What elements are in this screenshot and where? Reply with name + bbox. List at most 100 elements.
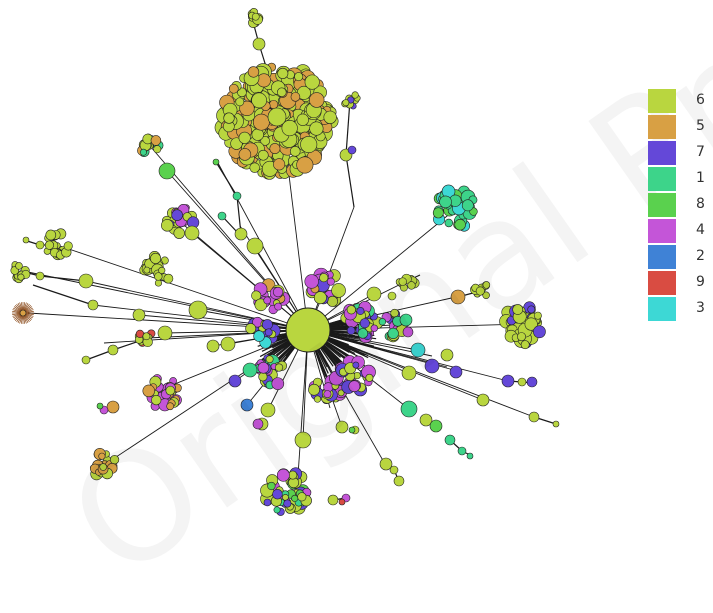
legend-swatch bbox=[648, 141, 676, 165]
legend-item: 5 bbox=[648, 114, 708, 140]
node-6 bbox=[252, 13, 259, 20]
node-6 bbox=[82, 356, 90, 364]
node-8 bbox=[97, 403, 103, 409]
node-6 bbox=[295, 432, 311, 448]
node-6 bbox=[261, 403, 275, 417]
node-6 bbox=[64, 242, 72, 250]
node-6 bbox=[391, 309, 399, 317]
node-5 bbox=[20, 310, 26, 316]
node-4 bbox=[371, 325, 378, 332]
node-6 bbox=[45, 241, 54, 250]
node-1 bbox=[445, 219, 453, 227]
node-7 bbox=[347, 327, 355, 335]
node-6 bbox=[100, 464, 107, 471]
node-6 bbox=[477, 394, 489, 406]
node-6 bbox=[154, 145, 161, 152]
node-4 bbox=[272, 378, 284, 390]
edge bbox=[308, 207, 458, 330]
legend-item: 7 bbox=[648, 140, 708, 166]
node-6 bbox=[23, 237, 29, 243]
node-6 bbox=[246, 323, 256, 333]
node-1 bbox=[274, 507, 280, 513]
node-5 bbox=[99, 453, 105, 459]
node-6 bbox=[239, 132, 250, 143]
node-6 bbox=[236, 98, 244, 106]
node-6 bbox=[164, 274, 173, 283]
node-7 bbox=[265, 329, 272, 336]
node-6 bbox=[553, 421, 559, 427]
legend-item: 3 bbox=[648, 296, 708, 322]
legend-swatch bbox=[648, 89, 676, 113]
node-7 bbox=[172, 210, 183, 221]
legend-swatch bbox=[648, 167, 676, 191]
legend-swatch bbox=[648, 245, 676, 269]
node-6 bbox=[290, 146, 300, 156]
node-6 bbox=[110, 455, 119, 464]
node-6 bbox=[289, 471, 297, 479]
node-1 bbox=[140, 149, 146, 155]
node-6 bbox=[189, 301, 207, 319]
node-4 bbox=[349, 381, 360, 392]
node-6 bbox=[388, 292, 396, 300]
node-6 bbox=[166, 386, 175, 395]
node-8 bbox=[268, 482, 276, 490]
node-6 bbox=[402, 366, 416, 380]
node-6 bbox=[390, 466, 398, 474]
legend-swatch bbox=[648, 219, 676, 243]
node-1 bbox=[458, 447, 466, 455]
node-4 bbox=[324, 391, 331, 398]
node-8 bbox=[430, 420, 442, 432]
node-6 bbox=[144, 267, 150, 273]
node-6 bbox=[252, 129, 264, 141]
node-5 bbox=[253, 114, 269, 130]
node-1 bbox=[445, 435, 455, 445]
node-6 bbox=[367, 287, 381, 301]
node-6 bbox=[207, 340, 219, 352]
node-7 bbox=[533, 326, 545, 338]
node-6 bbox=[253, 38, 265, 50]
node-6 bbox=[133, 309, 145, 321]
node-6 bbox=[36, 272, 44, 280]
node-5 bbox=[248, 67, 259, 78]
node-5 bbox=[297, 157, 313, 173]
node-5 bbox=[239, 148, 251, 160]
node-4 bbox=[253, 419, 263, 429]
edge bbox=[216, 162, 237, 196]
node-5 bbox=[291, 92, 300, 101]
node-6 bbox=[155, 280, 162, 287]
node-6 bbox=[314, 396, 321, 403]
legend-item: 4 bbox=[648, 218, 708, 244]
legend-label: 5 bbox=[696, 118, 705, 134]
node-2 bbox=[241, 399, 253, 411]
node-6 bbox=[513, 304, 523, 314]
node-6 bbox=[108, 345, 118, 355]
node-6 bbox=[408, 282, 416, 290]
node-6 bbox=[332, 283, 346, 297]
legend-label: 8 bbox=[696, 196, 705, 212]
legend-label: 4 bbox=[696, 222, 705, 238]
node-1 bbox=[243, 363, 257, 377]
node-4 bbox=[305, 275, 319, 289]
node-8 bbox=[213, 159, 219, 165]
node-6 bbox=[221, 337, 235, 351]
legend-label: 1 bbox=[696, 170, 705, 186]
node-6 bbox=[324, 111, 337, 124]
node-7 bbox=[450, 366, 462, 378]
node-4 bbox=[273, 287, 283, 297]
node-7 bbox=[353, 362, 359, 368]
node-7 bbox=[527, 377, 537, 387]
legend-swatch bbox=[648, 193, 676, 217]
legend-swatch bbox=[648, 115, 676, 139]
node-5 bbox=[107, 401, 119, 413]
network-graph bbox=[0, 0, 713, 521]
legend-item: 8 bbox=[648, 192, 708, 218]
node-6 bbox=[143, 333, 150, 340]
node-5 bbox=[269, 100, 278, 109]
node-1 bbox=[462, 200, 473, 211]
node-5 bbox=[229, 84, 238, 93]
node-7 bbox=[264, 499, 271, 506]
node-4 bbox=[258, 362, 269, 373]
node-6 bbox=[286, 308, 330, 352]
node-1 bbox=[379, 318, 386, 325]
node-8 bbox=[455, 219, 466, 230]
